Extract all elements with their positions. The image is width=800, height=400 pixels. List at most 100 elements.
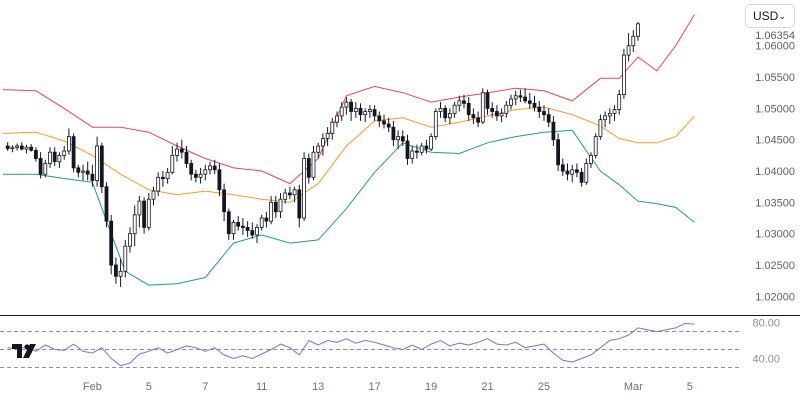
currency-selector[interactable]: USD ⌄: [745, 4, 795, 28]
candle-body: [382, 120, 386, 125]
candle: [175, 142, 179, 162]
candle: [462, 94, 466, 109]
candle: [269, 196, 274, 225]
candle-body: [212, 165, 217, 171]
main-price-pane: [2, 14, 695, 287]
candle: [598, 114, 603, 140]
candle-body: [617, 94, 622, 110]
candle: [466, 97, 471, 121]
candle-body: [67, 136, 71, 152]
price-tick-label: 1.02000: [755, 291, 795, 303]
candle: [15, 143, 20, 151]
candle: [203, 164, 208, 181]
candle-body: [593, 136, 598, 156]
candle: [391, 120, 396, 146]
candle: [142, 197, 147, 234]
candle: [400, 130, 405, 146]
candle: [76, 164, 81, 178]
tradingview-logo-icon[interactable]: [12, 342, 44, 360]
candle-body: [518, 95, 523, 98]
candle: [316, 142, 321, 159]
candle-body: [38, 158, 43, 175]
rsi-tick-label: 40.00: [752, 354, 780, 366]
candle: [287, 186, 292, 200]
candle-body: [367, 109, 372, 112]
candle: [353, 102, 358, 118]
bollinger-upper-band: [2, 14, 695, 185]
candle-body: [622, 54, 626, 95]
candle: [405, 134, 410, 165]
candle-body: [377, 115, 382, 122]
candle-body: [504, 104, 509, 114]
candle: [518, 89, 523, 103]
candle-body: [34, 149, 38, 159]
candle: [302, 152, 307, 222]
candle-body: [231, 221, 236, 235]
candle: [476, 111, 481, 128]
candle-body: [151, 190, 156, 200]
candle-body: [480, 92, 485, 123]
candle-body: [273, 201, 278, 213]
candle: [193, 169, 198, 183]
candle-body: [226, 211, 231, 235]
candle: [198, 167, 203, 184]
candle-body: [339, 106, 344, 117]
candle-body: [5, 145, 10, 149]
candle: [104, 182, 109, 228]
current-price-label: 1.06354: [742, 28, 797, 42]
candle: [363, 108, 368, 123]
candle-body: [320, 138, 325, 147]
candle: [546, 108, 551, 128]
candle-body: [311, 151, 316, 178]
candle-body: [462, 100, 466, 104]
candle-body: [198, 173, 203, 178]
candle-body: [523, 96, 527, 102]
candle-body: [471, 114, 476, 119]
candle: [81, 164, 85, 181]
date-tick-label: 13: [312, 381, 324, 393]
candle-body: [175, 148, 179, 156]
candle-body: [433, 111, 438, 138]
candle: [570, 164, 575, 183]
candle: [292, 186, 297, 203]
candle: [589, 152, 593, 168]
candle-body: [71, 136, 76, 169]
candle: [273, 196, 278, 218]
candle-body: [466, 103, 471, 116]
candle-body: [24, 146, 29, 150]
candle-body: [612, 109, 617, 114]
date-tick-label: 17: [368, 381, 380, 393]
candle-body: [400, 136, 405, 142]
candle-body: [48, 151, 52, 164]
candle-body: [560, 164, 565, 172]
candle: [245, 221, 250, 237]
candle-body: [325, 132, 330, 139]
candle-body: [565, 170, 570, 175]
candle: [452, 102, 457, 118]
candle-body: [142, 200, 147, 228]
candle: [372, 105, 377, 121]
candle-body: [52, 151, 57, 162]
candle-body: [494, 111, 499, 117]
price-tick-label: 1.02500: [755, 260, 795, 272]
date-tick-label: 25: [538, 381, 550, 393]
candle: [156, 172, 161, 197]
candle-body: [584, 163, 589, 183]
date-axis: Feb 5 7 11 13 17 19 21 25 Mar 5: [83, 381, 693, 393]
candle-body: [250, 230, 255, 236]
candle-body: [575, 169, 579, 173]
candle-body: [165, 171, 170, 180]
candle-body: [203, 169, 208, 175]
candle: [565, 163, 570, 181]
candle-body: [607, 113, 612, 117]
candle: [132, 205, 137, 247]
candle-body: [532, 103, 537, 108]
candle: [457, 95, 462, 112]
candle-body: [15, 145, 20, 148]
candle-body: [438, 108, 443, 112]
candle: [67, 128, 71, 155]
candle-body: [160, 176, 165, 180]
candle: [231, 219, 236, 240]
candle: [226, 208, 231, 240]
candle: [170, 146, 175, 175]
